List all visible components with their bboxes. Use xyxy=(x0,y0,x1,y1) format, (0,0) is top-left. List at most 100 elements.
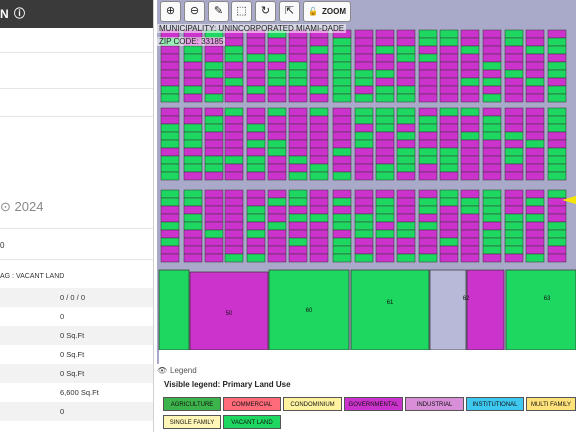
parcel[interactable] xyxy=(375,85,395,95)
parcel[interactable] xyxy=(204,61,224,71)
parcel[interactable] xyxy=(160,155,180,165)
parcel[interactable] xyxy=(525,93,545,103)
parcel[interactable] xyxy=(204,93,224,103)
parcel[interactable] xyxy=(224,123,244,133)
parcel[interactable] xyxy=(547,77,567,87)
parcel[interactable] xyxy=(547,93,567,103)
parcel[interactable] xyxy=(309,163,329,173)
parcel[interactable] xyxy=(375,45,395,55)
parcel[interactable] xyxy=(183,189,203,199)
parcel[interactable] xyxy=(460,61,480,71)
parcel[interactable] xyxy=(439,53,459,63)
parcel[interactable] xyxy=(418,155,438,165)
parcel[interactable] xyxy=(504,131,524,141)
parcel[interactable] xyxy=(418,147,438,157)
parcel[interactable] xyxy=(482,163,502,173)
parcel[interactable] xyxy=(375,253,395,263)
parcel[interactable] xyxy=(375,171,395,181)
parcel[interactable] xyxy=(482,221,502,231)
parcel[interactable] xyxy=(482,77,502,87)
parcel[interactable] xyxy=(375,163,395,173)
parcel[interactable] xyxy=(460,85,480,95)
parcel[interactable] xyxy=(160,115,180,125)
legend-toggle[interactable]: 👁 Legend xyxy=(157,366,197,375)
parcel[interactable] xyxy=(418,189,438,199)
parcel[interactable] xyxy=(204,115,224,125)
parcel[interactable] xyxy=(160,147,180,157)
parcel[interactable] xyxy=(460,197,480,207)
parcel[interactable] xyxy=(504,93,524,103)
parcel[interactable] xyxy=(375,131,395,141)
parcel[interactable] xyxy=(332,139,352,149)
parcel[interactable] xyxy=(224,147,244,157)
parcel[interactable] xyxy=(396,155,416,165)
parcel[interactable] xyxy=(354,37,374,47)
parcel[interactable] xyxy=(460,229,480,239)
parcel[interactable] xyxy=(309,123,329,133)
parcel[interactable] xyxy=(354,171,374,181)
parcel[interactable] xyxy=(460,77,480,87)
parcel[interactable] xyxy=(288,93,308,103)
parcel[interactable] xyxy=(204,213,224,223)
parcel[interactable] xyxy=(396,37,416,47)
parcel[interactable] xyxy=(525,139,545,149)
parcel[interactable] xyxy=(375,107,395,117)
parcel[interactable] xyxy=(354,29,374,39)
parcel[interactable] xyxy=(224,205,244,215)
parcel[interactable] xyxy=(504,229,524,239)
parcel[interactable] xyxy=(267,139,287,149)
parcel[interactable] xyxy=(288,163,308,173)
parcel[interactable] xyxy=(547,45,567,55)
parcel[interactable] xyxy=(525,171,545,181)
parcel[interactable] xyxy=(547,229,567,239)
parcel[interactable] xyxy=(183,115,203,125)
parcel[interactable] xyxy=(504,45,524,55)
parcel[interactable] xyxy=(504,189,524,199)
parcel[interactable] xyxy=(354,189,374,199)
parcel[interactable] xyxy=(354,115,374,125)
parcel[interactable] xyxy=(267,53,287,63)
parcel[interactable] xyxy=(354,61,374,71)
parcel[interactable] xyxy=(396,45,416,55)
parcel[interactable] xyxy=(460,245,480,255)
parcel[interactable] xyxy=(547,139,567,149)
parcel[interactable] xyxy=(418,253,438,263)
parcel[interactable] xyxy=(183,77,203,87)
parcel[interactable] xyxy=(160,53,180,63)
parcel[interactable] xyxy=(525,221,545,231)
parcel[interactable] xyxy=(375,37,395,47)
parcel[interactable] xyxy=(224,61,244,71)
parcel[interactable] xyxy=(309,93,329,103)
parcel[interactable] xyxy=(375,205,395,215)
parcel[interactable] xyxy=(547,131,567,141)
parcel[interactable] xyxy=(375,93,395,103)
parcel[interactable] xyxy=(525,197,545,207)
parcel[interactable] xyxy=(547,85,567,95)
parcel[interactable] xyxy=(439,77,459,87)
parcel[interactable] xyxy=(160,213,180,223)
parcel[interactable] xyxy=(547,147,567,157)
parcel[interactable] xyxy=(309,37,329,47)
parcel[interactable] xyxy=(204,77,224,87)
refresh-icon[interactable]: ↻ xyxy=(255,1,276,22)
parcel[interactable] xyxy=(288,123,308,133)
parcel[interactable] xyxy=(354,229,374,239)
parcel[interactable] xyxy=(504,213,524,223)
parcel[interactable] xyxy=(332,163,352,173)
parcel[interactable] xyxy=(547,29,567,39)
parcel[interactable] xyxy=(309,171,329,181)
parcel[interactable] xyxy=(267,37,287,47)
parcel[interactable] xyxy=(309,189,329,199)
parcel[interactable] xyxy=(309,213,329,223)
parcel[interactable] xyxy=(224,213,244,223)
parcel[interactable] xyxy=(160,221,180,231)
parcel[interactable] xyxy=(482,107,502,117)
parcel[interactable] xyxy=(246,115,266,125)
parcel[interactable] xyxy=(375,147,395,157)
parcel[interactable] xyxy=(418,221,438,231)
parcel[interactable] xyxy=(418,131,438,141)
parcel[interactable] xyxy=(267,221,287,231)
parcel[interactable] xyxy=(224,107,244,117)
parcel[interactable] xyxy=(547,163,567,173)
parcel[interactable] xyxy=(288,115,308,125)
